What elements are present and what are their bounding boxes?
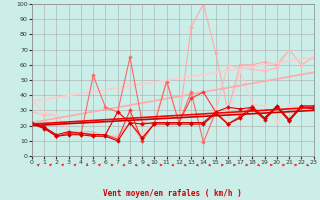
Text: Vent moyen/en rafales ( km/h ): Vent moyen/en rafales ( km/h ) (103, 189, 242, 198)
